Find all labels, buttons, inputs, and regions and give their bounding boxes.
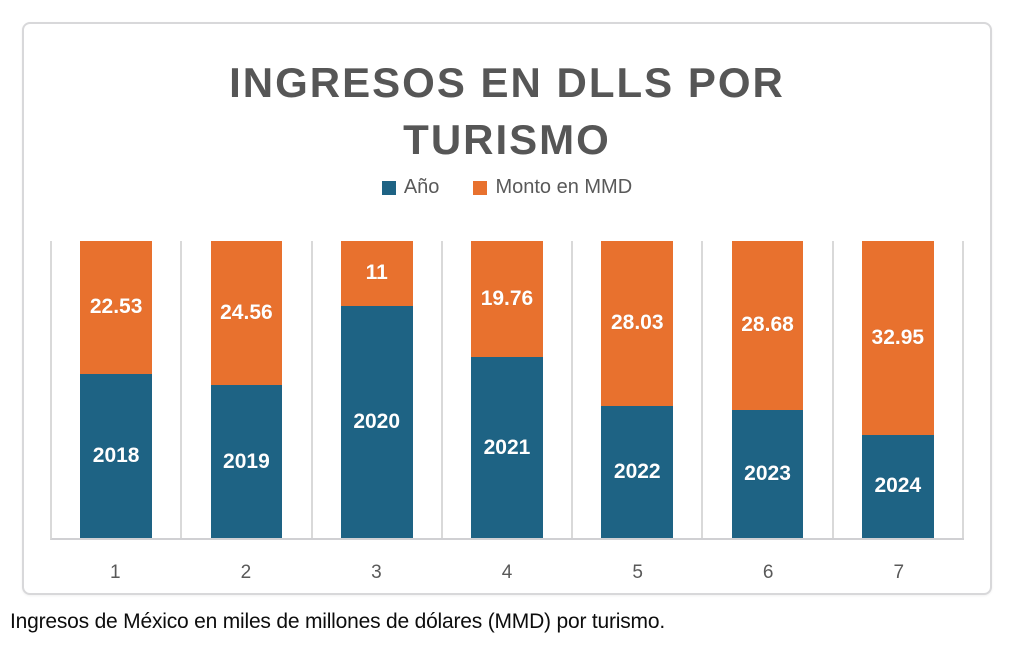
stacked-bar-4: 19.76 2021: [471, 241, 543, 538]
legend-label-ano: Año: [403, 176, 440, 198]
legend-item-ano: Año: [381, 176, 440, 199]
bar-segment-monto-7: 32.95: [861, 241, 934, 435]
bar-segment-ano-4: 2021: [471, 357, 543, 538]
bar-segment-monto-4: 19.76: [471, 241, 543, 358]
x-axis-label-5: 5: [632, 562, 643, 583]
stacked-bar-3: 11 2020: [340, 241, 413, 538]
bar-segment-ano-5: 2022: [601, 405, 674, 538]
chart-legend: Año Monto en MMD: [24, 176, 990, 199]
category-cell-2: 24.56 2019: [182, 241, 313, 538]
chart-card: INGRESOS EN DLLS POR TURISMO Año Monto e…: [22, 22, 992, 595]
data-label-ano-5: 2022: [613, 459, 661, 483]
bar-segment-ano-3: 2020: [340, 305, 413, 538]
plot-area: 22.53 2018 24.56 2019 11 2020 19.76 2021 28.03 20…: [50, 241, 964, 540]
category-cell-3: 11 2020: [313, 241, 443, 538]
bar-segment-monto-3: 11: [340, 241, 413, 306]
x-axis-labels: 1 2 3 4 5 6 7: [50, 552, 964, 584]
category-cell-1: 22.53 2018: [52, 241, 183, 538]
category-cell-6: 28.68 2023: [703, 241, 834, 538]
data-label-monto-4: 19.76: [480, 287, 534, 311]
data-label-monto-5: 28.03: [610, 311, 664, 335]
stacked-bar-1: 22.53 2018: [80, 241, 153, 538]
stacked-bar-2: 24.56 2019: [210, 241, 283, 538]
data-label-ano-4: 2021: [483, 435, 531, 459]
x-axis-label-4: 4: [501, 562, 513, 583]
category-cell-5: 28.03 2022: [573, 241, 704, 538]
stacked-bar-5: 28.03 2022: [601, 241, 674, 538]
data-label-ano-2: 2019: [223, 449, 270, 473]
chart-title-text: INGRESOS EN DLLS POR TURISMO: [229, 59, 785, 164]
stacked-bar-7: 32.95 2024: [861, 241, 934, 538]
legend-swatch-monto-icon: [473, 180, 488, 195]
bar-segment-ano-7: 2024: [861, 434, 934, 538]
bar-segment-ano-2: 2019: [210, 385, 283, 538]
stacked-bar-6: 28.68 2023: [731, 241, 804, 538]
data-label-ano-1: 2018: [92, 443, 140, 467]
x-axis-label-7: 7: [893, 562, 905, 583]
chart-title: INGRESOS EN DLLS POR TURISMO: [24, 54, 990, 168]
bar-segment-ano-1: 2018: [80, 373, 153, 538]
data-label-ano-3: 2020: [353, 409, 401, 433]
category-cell-4: 19.76 2021: [443, 241, 574, 538]
data-label-monto-1: 22.53: [89, 295, 143, 319]
legend-swatch-ano-icon: [381, 180, 396, 195]
data-label-ano-6: 2023: [744, 461, 791, 485]
data-label-monto-3: 11: [365, 261, 388, 285]
bar-segment-monto-5: 28.03: [601, 241, 674, 406]
bar-segment-monto-6: 28.68: [731, 241, 804, 410]
data-label-monto-6: 28.68: [741, 313, 794, 337]
data-label-ano-7: 2024: [874, 474, 922, 498]
bar-segment-monto-1: 22.53: [80, 241, 153, 374]
x-axis-label-6: 6: [762, 562, 774, 583]
legend-label-monto: Monto en MMD: [495, 176, 633, 198]
x-axis-label-1: 1: [110, 562, 121, 583]
x-axis-label-2: 2: [240, 562, 252, 583]
data-label-monto-7: 32.95: [871, 325, 925, 349]
bar-segment-monto-2: 24.56: [210, 241, 283, 386]
category-cell-7: 32.95 2024: [834, 241, 964, 538]
bar-segment-ano-6: 2023: [731, 409, 804, 538]
data-label-monto-2: 24.56: [220, 301, 273, 325]
chart-caption: Ingresos de México en miles de millones …: [10, 610, 665, 633]
legend-item-monto: Monto en MMD: [473, 176, 632, 199]
x-axis-label-3: 3: [371, 562, 382, 583]
